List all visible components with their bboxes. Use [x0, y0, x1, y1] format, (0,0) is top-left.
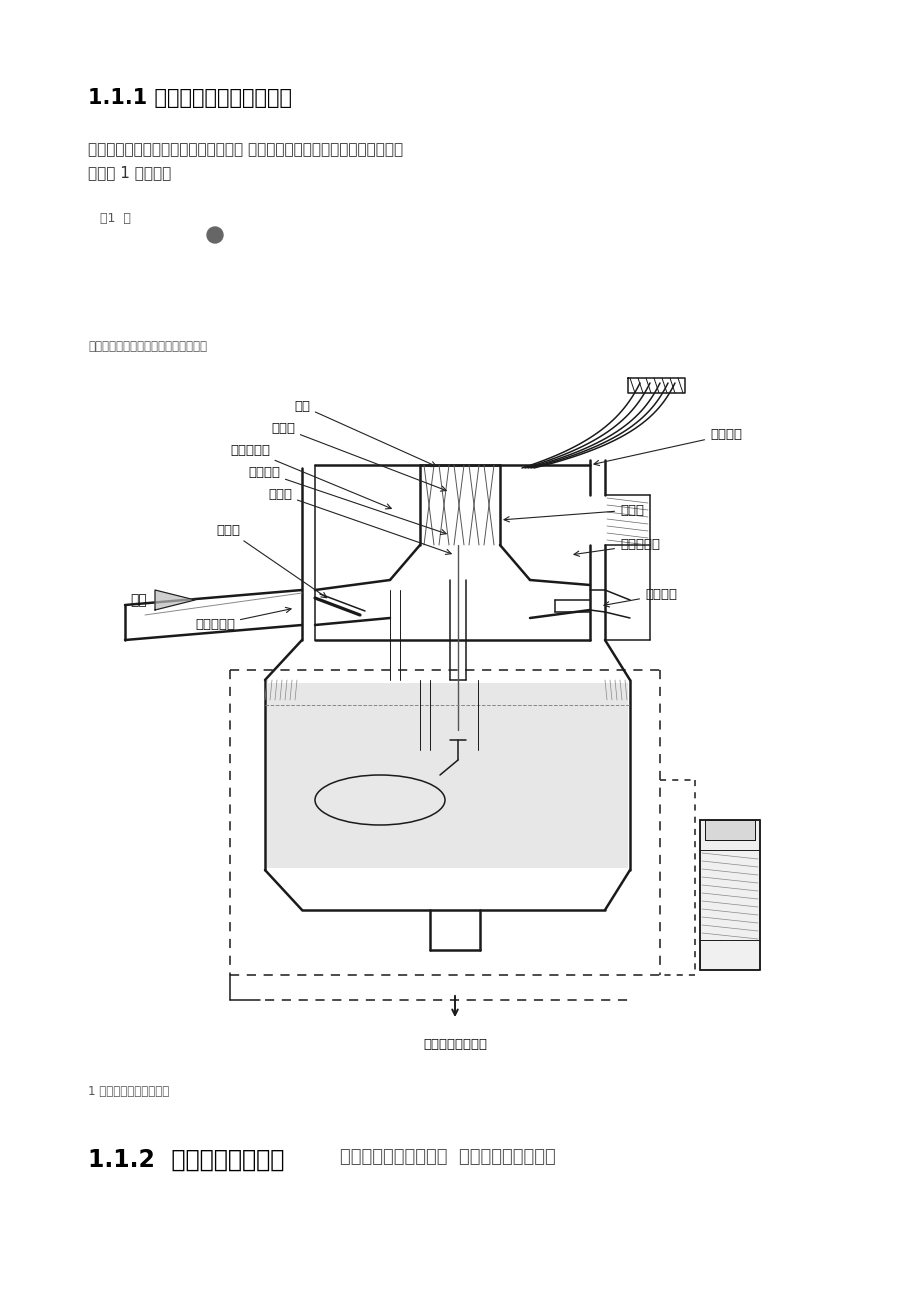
Text: 主量孔: 主量孔 [267, 487, 450, 555]
Text: 1.1.1 柱塞式化油器的基本结构: 1.1.1 柱塞式化油器的基本结构 [88, 89, 291, 108]
Text: 摩托车化油器主要零件包括、进油阀、 溢油管、泡沫管、喷管等，其具体的结: 摩托车化油器主要零件包括、进油阀、 溢油管、泡沫管、喷管等，其具体的结 [88, 142, 403, 158]
Text: 怠速空气调节螺钉: 怠速空气调节螺钉 [423, 1038, 486, 1051]
Circle shape [207, 227, 222, 243]
Polygon shape [704, 820, 754, 840]
Text: 阻风门: 阻风门 [216, 523, 326, 598]
Text: 主空气量孔: 主空气量孔 [195, 607, 290, 631]
Text: 油门拉线: 油门拉线 [594, 428, 742, 466]
Text: 柱塞: 柱塞 [294, 400, 436, 466]
Text: 构如图 1 所示：构: 构如图 1 所示：构 [88, 165, 171, 180]
Polygon shape [154, 590, 195, 611]
Text: 主油针: 主油针 [504, 504, 643, 522]
Text: 空气: 空气 [130, 592, 147, 607]
Text: 低速出油口: 低速出油口 [573, 539, 659, 556]
Text: 摩托车化油器的优缺点和未来发展方向: 摩托车化油器的优缺点和未来发展方向 [88, 340, 207, 353]
Polygon shape [699, 820, 759, 970]
Text: 页1  第: 页1 第 [100, 212, 130, 225]
Text: 主泡沫管: 主泡沫管 [248, 466, 446, 535]
Text: 1 柱塞式化油器结构图图: 1 柱塞式化油器结构图图 [88, 1085, 169, 1098]
Text: 主空气量孔: 主空气量孔 [230, 444, 391, 509]
Text: 怠速量孔: 怠速量孔 [603, 589, 676, 607]
FancyBboxPatch shape [267, 684, 628, 868]
Text: 主喷管: 主喷管 [271, 422, 446, 491]
Text: 怠速包括了启动工况、  摩托车化油器是根据: 怠速包括了启动工况、 摩托车化油器是根据 [340, 1148, 555, 1167]
Ellipse shape [314, 775, 445, 825]
Text: 1.1.2  化油器的工作原理: 1.1.2 化油器的工作原理 [88, 1148, 284, 1172]
